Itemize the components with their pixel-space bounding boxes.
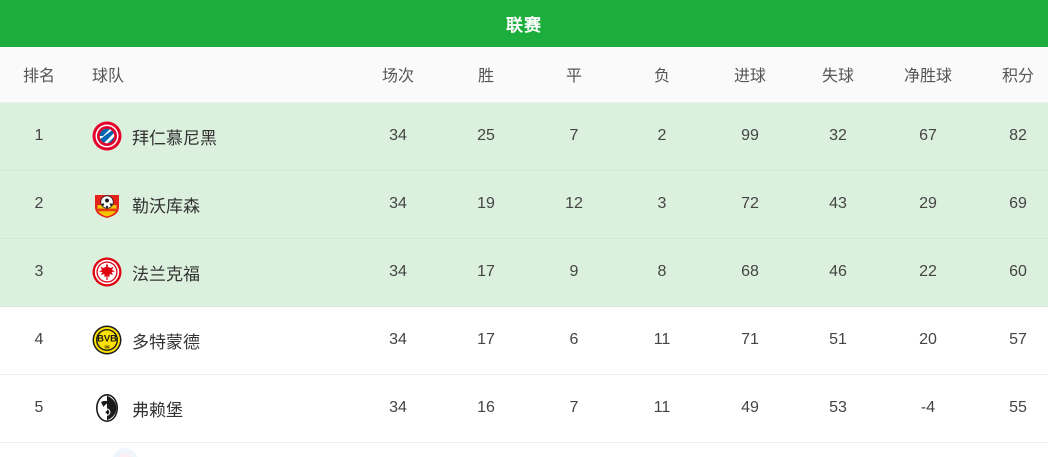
table-header: 排名 球队 场次 胜 平 负 进球 失球 净胜球 积分 bbox=[0, 47, 1048, 103]
column-header-played[interactable]: 场次 bbox=[354, 47, 442, 103]
cell-goals-against: 53 bbox=[829, 399, 847, 416]
cell-rank: 2 bbox=[34, 195, 44, 212]
bayern-munich-crest-icon bbox=[92, 121, 122, 151]
cell-drawn: 12 bbox=[565, 195, 583, 212]
cell-played: 34 bbox=[389, 127, 407, 144]
eintracht-frankfurt-crest-icon bbox=[92, 257, 122, 287]
cell-team: BVB 09 多特蒙德 bbox=[78, 306, 354, 374]
cell-goal-diff: 20 bbox=[919, 331, 937, 348]
cell-points: 57 bbox=[1009, 331, 1027, 348]
borussia-dortmund-crest-icon: BVB 09 bbox=[92, 325, 122, 355]
cell-team: 弗赖堡 bbox=[78, 374, 354, 442]
cell-points: 82 bbox=[1009, 127, 1027, 144]
cell-drawn: 9 bbox=[569, 263, 579, 280]
cell-won: 17 bbox=[477, 263, 495, 280]
cell-goals-for: 68 bbox=[741, 263, 759, 280]
cell-rank: 1 bbox=[34, 127, 44, 144]
table-row[interactable]: 4 BVB 09 多特蒙 bbox=[0, 306, 1048, 374]
cell-points: 55 bbox=[1009, 399, 1027, 416]
team-name: 拜仁慕尼黑 bbox=[132, 128, 217, 148]
cell-played: 34 bbox=[389, 263, 407, 280]
column-header-lost[interactable]: 负 bbox=[618, 47, 706, 103]
cell-lost: 2 bbox=[657, 127, 667, 144]
team-crest-icon bbox=[110, 446, 140, 457]
team-name: 勒沃库森 bbox=[132, 196, 200, 216]
cell-goal-diff: 67 bbox=[919, 127, 937, 144]
cell-goals-against: 32 bbox=[829, 127, 847, 144]
cell-won: 25 bbox=[477, 127, 495, 144]
cell-team: 勒沃库森 bbox=[78, 170, 354, 238]
bayer-leverkusen-crest-icon bbox=[92, 189, 122, 219]
cell-goals-against: 43 bbox=[829, 195, 847, 212]
cell-rank: 4 bbox=[34, 331, 44, 348]
column-header-won[interactable]: 胜 bbox=[442, 47, 530, 103]
cell-lost: 11 bbox=[653, 399, 671, 416]
column-header-rank[interactable]: 排名 bbox=[0, 47, 78, 103]
svg-text:BVB: BVB bbox=[97, 332, 117, 343]
cell-points: 69 bbox=[1009, 195, 1027, 212]
column-header-goals-for[interactable]: 进球 bbox=[706, 47, 794, 103]
cell-played: 34 bbox=[389, 195, 407, 212]
table-body: 1 bbox=[0, 102, 1048, 442]
cell-points: 60 bbox=[1009, 263, 1027, 280]
table-row-partial[interactable] bbox=[0, 442, 1048, 457]
cell-rank: 3 bbox=[34, 263, 44, 280]
cell-goal-diff: 22 bbox=[919, 263, 937, 280]
table-row[interactable]: 5 弗赖堡 bbox=[0, 374, 1048, 442]
cell-played: 34 bbox=[389, 399, 407, 416]
table-row[interactable]: 1 bbox=[0, 102, 1048, 170]
team-name: 弗赖堡 bbox=[132, 400, 183, 420]
cell-goal-diff: 29 bbox=[919, 195, 937, 212]
sc-freiburg-crest-icon bbox=[92, 393, 122, 423]
cell-goals-against: 51 bbox=[829, 331, 847, 348]
cell-played: 34 bbox=[389, 331, 407, 348]
table-header-row: 排名 球队 场次 胜 平 负 进球 失球 净胜球 积分 bbox=[0, 47, 1048, 103]
column-header-goals-against[interactable]: 失球 bbox=[794, 47, 882, 103]
cell-goals-for: 72 bbox=[741, 195, 759, 212]
cell-goal-diff: -4 bbox=[920, 399, 936, 416]
cell-lost: 3 bbox=[657, 195, 667, 212]
svg-text:09: 09 bbox=[104, 344, 110, 349]
cell-lost: 8 bbox=[657, 263, 667, 280]
cell-drawn: 7 bbox=[569, 399, 579, 416]
column-header-team[interactable]: 球队 bbox=[78, 47, 354, 103]
cell-drawn: 7 bbox=[569, 127, 579, 144]
team-name: 法兰克福 bbox=[132, 264, 200, 284]
cell-goals-for: 99 bbox=[741, 127, 759, 144]
team-name: 多特蒙德 bbox=[132, 332, 200, 352]
cell-team: 拜仁慕尼黑 bbox=[78, 102, 354, 170]
column-header-points[interactable]: 积分 bbox=[974, 47, 1048, 103]
cell-lost: 11 bbox=[653, 331, 671, 348]
cell-goals-for: 71 bbox=[741, 331, 759, 348]
column-header-drawn[interactable]: 平 bbox=[530, 47, 618, 103]
cell-won: 19 bbox=[477, 195, 495, 212]
cell-goals-for: 49 bbox=[741, 399, 759, 416]
cell-rank: 5 bbox=[34, 399, 44, 416]
cell-team: 法兰克福 bbox=[78, 238, 354, 306]
page-title: 联赛 bbox=[506, 16, 542, 35]
cell-drawn: 6 bbox=[569, 331, 579, 348]
page-header-bar: 联赛 bbox=[0, 0, 1048, 47]
standings-table: 排名 球队 场次 胜 平 负 进球 失球 净胜球 积分 1 bbox=[0, 47, 1048, 443]
table-row[interactable]: 2 bbox=[0, 170, 1048, 238]
column-header-goal-diff[interactable]: 净胜球 bbox=[882, 47, 974, 103]
cell-won: 17 bbox=[477, 331, 495, 348]
cell-goals-against: 46 bbox=[829, 263, 847, 280]
table-row[interactable]: 3 bbox=[0, 238, 1048, 306]
cell-won: 16 bbox=[477, 399, 495, 416]
